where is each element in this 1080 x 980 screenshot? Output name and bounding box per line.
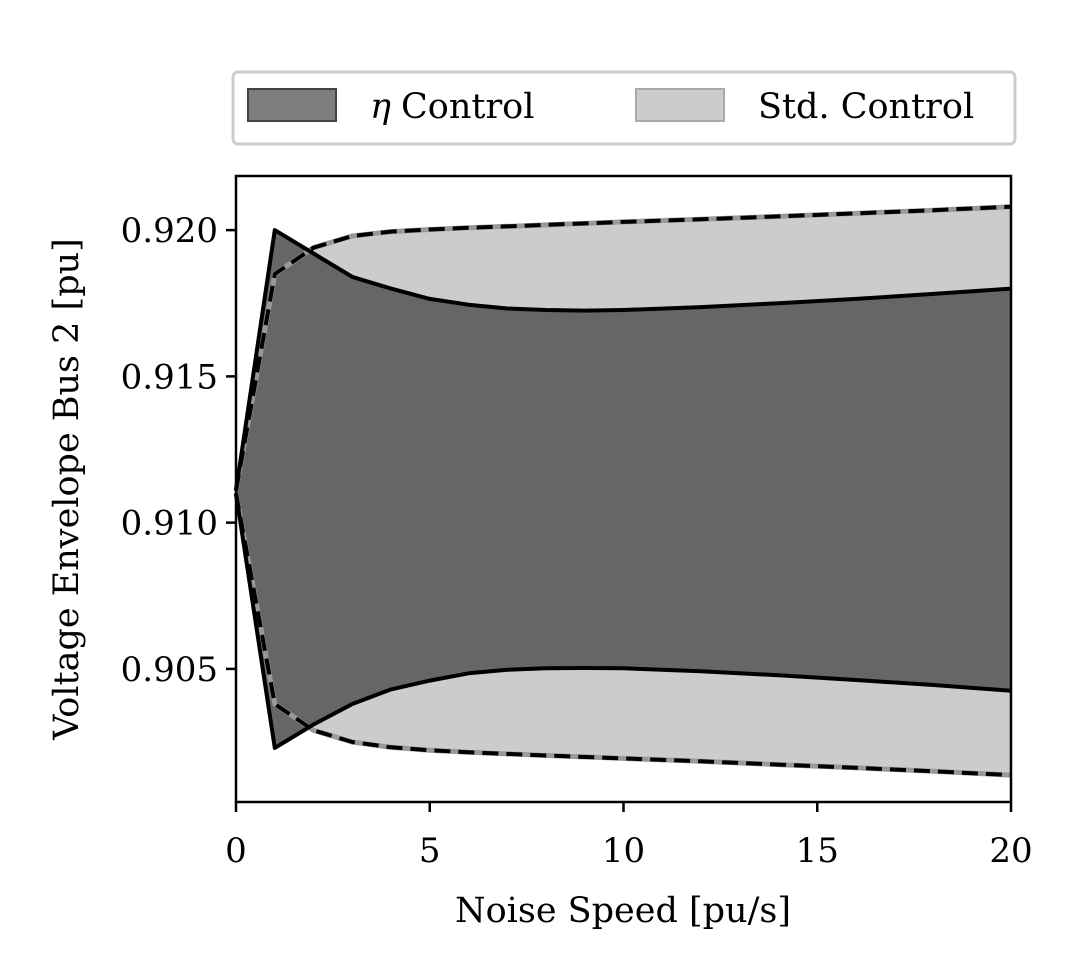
y-tick-label: 0.915 (121, 357, 218, 397)
std-control-upper-line (234, 204, 1012, 491)
y-tick-label: 0.910 (121, 504, 218, 544)
envelope-fills (236, 206, 1011, 776)
x-tick-label: 0 (225, 831, 247, 871)
eta-control-upper-line (234, 228, 1012, 491)
x-tick-label: 5 (419, 831, 441, 871)
x-tick-label: 20 (989, 831, 1032, 871)
y-tick-label: 0.905 (121, 650, 218, 690)
y-axis-label: Voltage Envelope Bus 2 [pu] (47, 238, 87, 741)
x-tick-label: 10 (602, 831, 645, 871)
eta-control-lower-line (234, 493, 1012, 750)
legend-swatch-eta-control (247, 88, 337, 122)
x-axis-label: Noise Speed [pu/s] (455, 891, 791, 931)
legend-swatch-std-control (635, 88, 725, 122)
x-axis: 0 5 10 15 20 (225, 802, 1033, 871)
legend-label-eta-control: η Control (370, 87, 534, 127)
x-tick-label: 15 (796, 831, 839, 871)
y-tick-label: 0.920 (121, 211, 218, 251)
eta-control-envelope-fill (236, 230, 1011, 748)
y-axis: 0.905 0.910 0.915 0.920 (121, 211, 236, 690)
legend-frame (231, 70, 1017, 146)
legend: η Control Std. Control (231, 70, 1017, 146)
envelope-lines (233, 204, 1012, 778)
std-control-lower-line (234, 493, 1012, 778)
legend-label-std-control: Std. Control (758, 87, 974, 127)
